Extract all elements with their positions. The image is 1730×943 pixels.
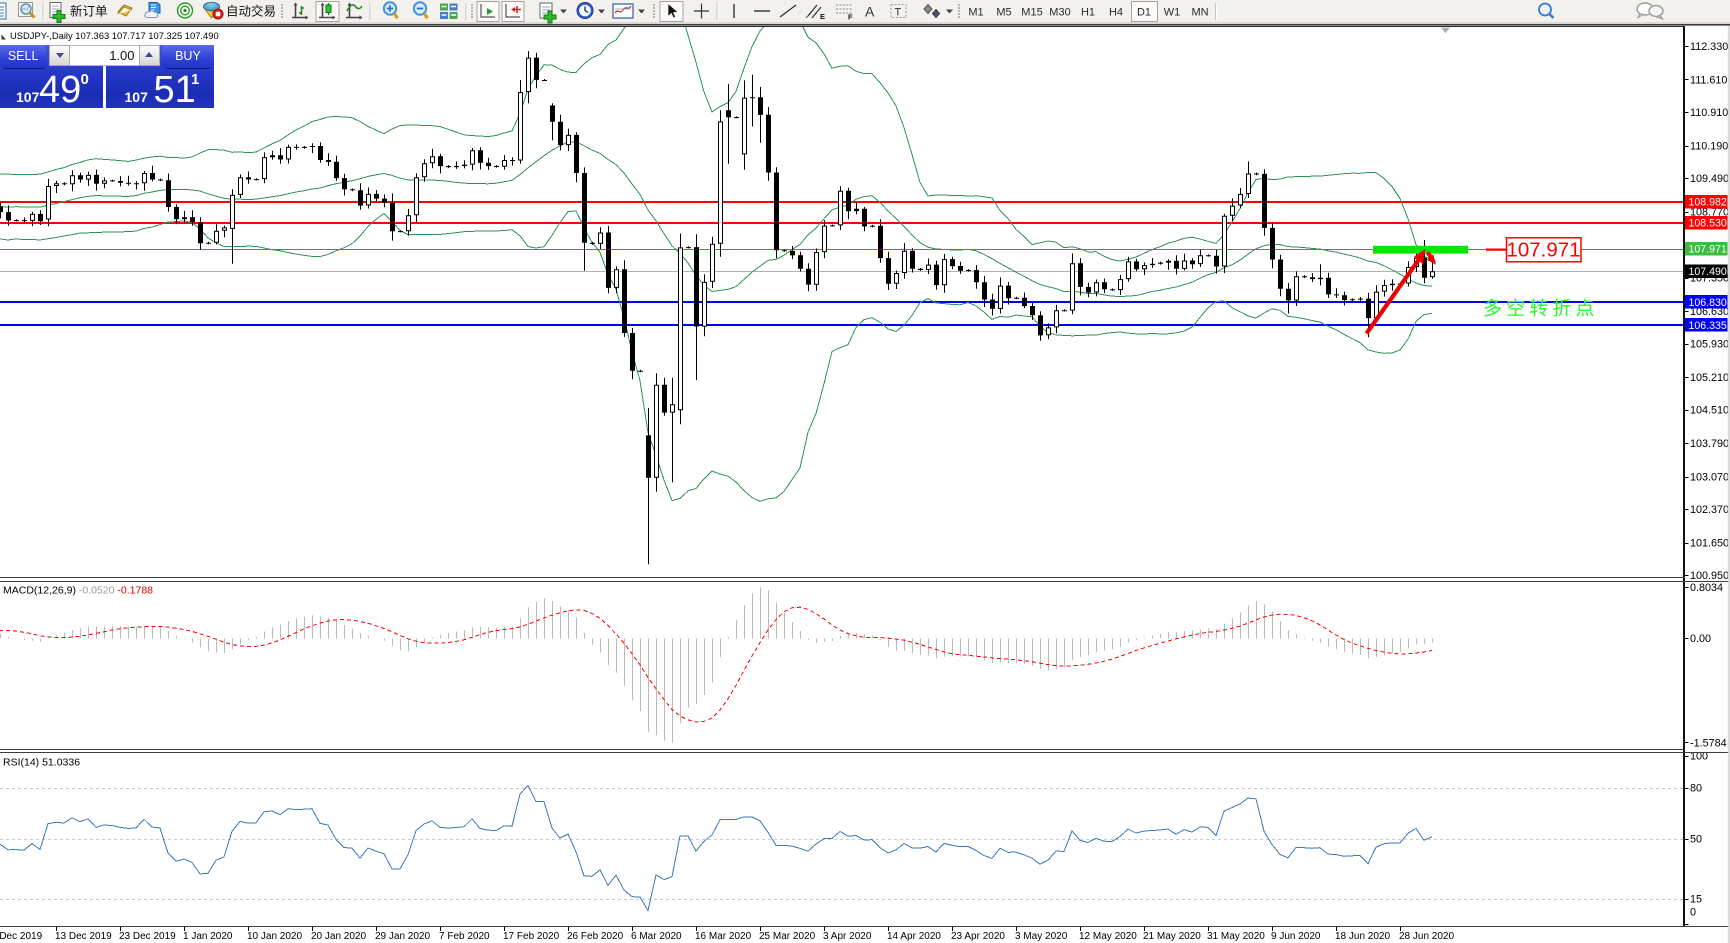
- svg-text:108.530: 108.530: [1689, 218, 1727, 230]
- svg-text:RSI(14) 51.0336: RSI(14) 51.0336: [3, 757, 80, 769]
- svg-text:W1: W1: [1164, 7, 1181, 19]
- svg-text:100: 100: [1690, 751, 1708, 763]
- svg-text:10 Jan 2020: 10 Jan 2020: [247, 931, 302, 942]
- svg-text:110.910: 110.910: [1690, 107, 1728, 119]
- svg-text:3 May 2020: 3 May 2020: [1015, 931, 1068, 942]
- svg-text:H4: H4: [1109, 7, 1123, 19]
- svg-text:T: T: [895, 7, 902, 19]
- svg-text:108.982: 108.982: [1689, 197, 1727, 209]
- svg-text:80: 80: [1690, 783, 1702, 795]
- svg-text:D1: D1: [1137, 7, 1151, 19]
- svg-text:M1: M1: [968, 7, 983, 19]
- svg-text:111.610: 111.610: [1690, 74, 1727, 86]
- svg-text:23 Apr 2020: 23 Apr 2020: [951, 931, 1005, 942]
- svg-text:26 Feb 2020: 26 Feb 2020: [567, 931, 624, 942]
- svg-text:104.510: 104.510: [1690, 405, 1729, 417]
- svg-text:USDJPY-,Daily 107.363 107.717: USDJPY-,Daily 107.363 107.717 107.325 10…: [10, 30, 219, 41]
- svg-text:3 Apr 2020: 3 Apr 2020: [823, 931, 872, 942]
- svg-text:E: E: [820, 12, 825, 21]
- svg-text:23 Dec 2019: 23 Dec 2019: [119, 931, 176, 942]
- svg-text:M15: M15: [1021, 7, 1042, 19]
- svg-text:H1: H1: [1081, 7, 1095, 19]
- svg-text:105.210: 105.210: [1690, 372, 1729, 384]
- svg-text:多空转折点: 多空转折点: [1483, 298, 1599, 320]
- svg-text:17 Feb 2020: 17 Feb 2020: [503, 931, 560, 942]
- svg-text:29 Jan 2020: 29 Jan 2020: [375, 931, 430, 942]
- svg-text:107.971: 107.971: [1689, 244, 1727, 256]
- svg-text:0: 0: [1690, 907, 1696, 919]
- svg-text:112.330: 112.330: [1690, 41, 1728, 53]
- svg-text:106.630: 106.630: [1690, 306, 1729, 318]
- svg-text:109.490: 109.490: [1690, 173, 1729, 185]
- svg-text:自动交易: 自动交易: [226, 4, 276, 19]
- svg-text:9 Jun 2020: 9 Jun 2020: [1271, 931, 1321, 942]
- svg-text:0.8034: 0.8034: [1690, 582, 1723, 594]
- svg-text:100.950: 100.950: [1690, 570, 1729, 582]
- svg-text:16 Mar 2020: 16 Mar 2020: [695, 931, 752, 942]
- svg-text:MACD(12,26,9) -0.0520 -0.1788: MACD(12,26,9) -0.0520 -0.1788: [3, 585, 153, 597]
- svg-text:13 Dec 2019: 13 Dec 2019: [55, 931, 112, 942]
- svg-text:21 May 2020: 21 May 2020: [1143, 931, 1201, 942]
- svg-text:28 Jun 2020: 28 Jun 2020: [1399, 931, 1454, 942]
- svg-text:103.070: 103.070: [1690, 472, 1729, 484]
- svg-text:20 Jan 2020: 20 Jan 2020: [311, 931, 366, 942]
- svg-text:18 Jun 2020: 18 Jun 2020: [1335, 931, 1390, 942]
- svg-text:106.830: 106.830: [1689, 297, 1727, 309]
- svg-text:103.790: 103.790: [1690, 438, 1729, 450]
- svg-text:102.370: 102.370: [1690, 504, 1729, 516]
- svg-text:-1.5784: -1.5784: [1690, 737, 1727, 749]
- svg-text:12 May 2020: 12 May 2020: [1079, 931, 1137, 942]
- svg-text:14 Apr 2020: 14 Apr 2020: [887, 931, 941, 942]
- svg-text:108.770: 108.770: [1690, 206, 1729, 218]
- svg-text:25 Mar 2020: 25 Mar 2020: [759, 931, 816, 942]
- svg-text:107.490: 107.490: [1689, 266, 1727, 278]
- svg-text:101.650: 101.650: [1690, 538, 1729, 550]
- svg-text:M30: M30: [1049, 7, 1070, 19]
- svg-text:A: A: [865, 4, 875, 20]
- svg-text:新订单: 新订单: [70, 4, 108, 19]
- svg-text:1 Jan 2020: 1 Jan 2020: [183, 931, 233, 942]
- svg-text:15: 15: [1690, 893, 1702, 905]
- svg-text:6 Mar 2020: 6 Mar 2020: [631, 931, 682, 942]
- svg-text:M5: M5: [996, 7, 1011, 19]
- svg-text:7 Feb 2020: 7 Feb 2020: [439, 931, 490, 942]
- svg-text:F: F: [848, 13, 853, 22]
- svg-text:107.971: 107.971: [1506, 239, 1580, 262]
- svg-text:106.335: 106.335: [1689, 320, 1727, 332]
- svg-text:50: 50: [1690, 834, 1702, 846]
- svg-text:MN: MN: [1191, 7, 1208, 19]
- svg-text:105.930: 105.930: [1690, 339, 1729, 351]
- svg-text:0.00: 0.00: [1690, 633, 1711, 645]
- svg-text:110.190: 110.190: [1690, 140, 1728, 152]
- svg-text:4 Dec 2019: 4 Dec 2019: [0, 931, 43, 942]
- svg-text:31 May 2020: 31 May 2020: [1207, 931, 1265, 942]
